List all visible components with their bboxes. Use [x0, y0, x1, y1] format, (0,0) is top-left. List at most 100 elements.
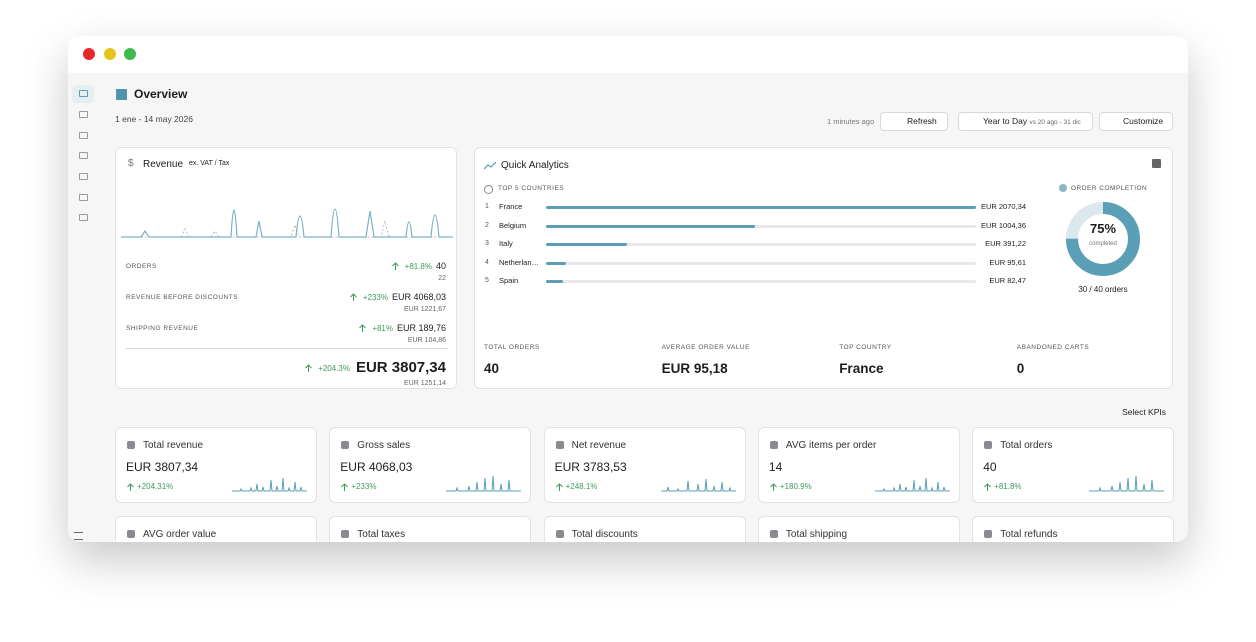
- country-bar: [546, 206, 976, 209]
- select-kpis[interactable]: Select KPIs: [1122, 407, 1166, 417]
- up-arrow: [555, 483, 563, 491]
- country-rank: 2: [485, 221, 489, 229]
- kpi-card[interactable]: Net revenue EUR 3783,53 +248.1%: [543, 427, 746, 503]
- title-bar: [68, 36, 1188, 73]
- revenue-card: $ Revenue ex. VAT / Tax ORDERS 40 +81.8% 22…: [115, 147, 457, 389]
- kpi-change: +233%: [351, 482, 377, 491]
- country-value: EUR 391,22: [985, 239, 1026, 249]
- country-name: France: [499, 202, 523, 211]
- kpi-card[interactable]: Total taxes: [329, 516, 532, 542]
- close-button[interactable]: [83, 48, 95, 60]
- check-icon: [1059, 184, 1067, 192]
- kpi-card[interactable]: Total orders 40 +81.8%: [972, 427, 1175, 503]
- sidebar-icon[interactable]: [79, 90, 88, 97]
- country-name: Spain: [499, 276, 519, 286]
- completion-value: 75%: [1089, 221, 1117, 236]
- metric-value: 40: [435, 261, 446, 271]
- period-label: Year to Day: [983, 116, 1028, 126]
- up-arrow: [350, 293, 357, 301]
- updated-time: 1 minutes ago: [827, 117, 875, 126]
- metric-previous: 22: [438, 275, 446, 282]
- kpi-card[interactable]: Total discounts: [543, 516, 746, 542]
- country-track: [546, 243, 976, 247]
- country-name: Italy: [499, 239, 513, 249]
- metric-value: EUR 189,76: [396, 323, 446, 333]
- sidebar-icon[interactable]: [79, 173, 88, 180]
- customize-button[interactable]: Customize: [1099, 112, 1173, 131]
- total-value: EUR 3807,34: [355, 359, 446, 376]
- quick-analytics-card: Quick Analytics TOP 5 COUNTRIES ORDER CO…: [474, 147, 1173, 389]
- kpi-sparkline: [660, 478, 736, 492]
- stat-label: ABANDONED CARTS: [1016, 344, 1090, 351]
- stat-label: TOTAL ORDERS: [484, 344, 540, 351]
- kpi-title: Total discounts: [571, 529, 638, 540]
- donut: [1066, 202, 1140, 276]
- completion-detail: 30 / 40 orders: [1078, 285, 1128, 294]
- kpi-value: EUR 4068,03: [340, 460, 413, 474]
- donut-arc: [1066, 202, 1140, 276]
- kpi-icon: [769, 530, 778, 538]
- sidebar-active: [72, 85, 94, 103]
- kpi-card[interactable]: Gross sales EUR 4068,03 +233%: [329, 427, 532, 503]
- app-window: Overview 1 ene - 14 may 2026 1 minutes a…: [68, 36, 1188, 542]
- metric-label: SHIPPING REVENUE: [126, 325, 199, 332]
- kpi-sparkline: [232, 477, 307, 492]
- layout-icon[interactable]: [1152, 159, 1161, 168]
- kpi-change: +204.31%: [137, 482, 174, 491]
- kpi-icon: [127, 441, 135, 449]
- kpi-change: +81.8%: [994, 482, 1022, 491]
- kpi-title: AVG items per order: [785, 440, 877, 451]
- kpi-icon: [984, 441, 993, 449]
- kpi-card[interactable]: AVG order value: [115, 516, 317, 542]
- kpi-value: 40: [983, 460, 997, 474]
- minimize-button[interactable]: [104, 48, 116, 60]
- period-button[interactable]: Year to Day vs 20 ago - 31 dic: [958, 112, 1093, 131]
- sidebar-icon[interactable]: [79, 111, 88, 118]
- kpi-icon: [127, 530, 135, 538]
- metric-label: REVENUE BEFORE DISCOUNTS: [126, 294, 239, 301]
- countries-title: TOP 5 COUNTRIES: [498, 185, 565, 192]
- kpi-card[interactable]: Total revenue EUR 3807,34 +204.31%: [115, 427, 317, 503]
- country-value: EUR 95,61: [989, 257, 1026, 267]
- kpi-card[interactable]: AVG items per order 14 +180.9%: [757, 427, 960, 503]
- country-value: EUR 1004,36: [980, 220, 1026, 230]
- kpi-card[interactable]: Total refunds: [972, 516, 1175, 542]
- sidebar-icon[interactable]: [79, 194, 88, 201]
- kpi-title: Gross sales: [357, 440, 411, 451]
- up-arrow: [984, 483, 992, 491]
- stat-value: EUR 95,18: [661, 361, 728, 376]
- metric-value: EUR 4068,03: [391, 292, 446, 302]
- metric-previous: EUR 1221,67: [403, 306, 446, 313]
- date-range: 1 ene - 14 may 2026: [115, 114, 193, 124]
- sidebar-icon[interactable]: [79, 132, 88, 139]
- kpi-sparkline: [446, 475, 522, 492]
- kpi-change: +180.9%: [779, 482, 812, 491]
- country-track: [546, 280, 976, 284]
- up-arrow: [770, 483, 777, 491]
- country-value: EUR 2070,34: [980, 202, 1026, 211]
- kpi-card[interactable]: Total shipping: [757, 516, 960, 542]
- kpi-sparkline: [874, 477, 950, 492]
- previous-line: [121, 220, 453, 238]
- stat-value: France: [839, 361, 884, 376]
- divider: [126, 348, 448, 349]
- metric-label: ORDERS: [126, 263, 157, 270]
- customize-label: Customize: [1123, 116, 1164, 126]
- overview-icon: [116, 89, 127, 100]
- total-change: +204.3%: [318, 364, 350, 373]
- refresh-button[interactable]: Refresh: [880, 112, 948, 131]
- kpi-title: Total taxes: [357, 529, 406, 540]
- sidebar-icon[interactable]: [79, 152, 88, 159]
- country-bar: [546, 224, 755, 228]
- menu-icon[interactable]: [74, 532, 83, 540]
- stat-label: AVERAGE ORDER VALUE: [661, 344, 750, 351]
- kpi-change: +248.1%: [565, 482, 598, 491]
- country-rank: 1: [485, 203, 489, 210]
- total-previous: EUR 1251,14: [403, 380, 446, 387]
- sidebar-icon[interactable]: [79, 214, 88, 221]
- stat-value: 40: [484, 361, 500, 376]
- kpi-icon: [769, 441, 778, 449]
- maximize-button[interactable]: [124, 48, 136, 60]
- kpi-title: Total revenue: [143, 440, 204, 451]
